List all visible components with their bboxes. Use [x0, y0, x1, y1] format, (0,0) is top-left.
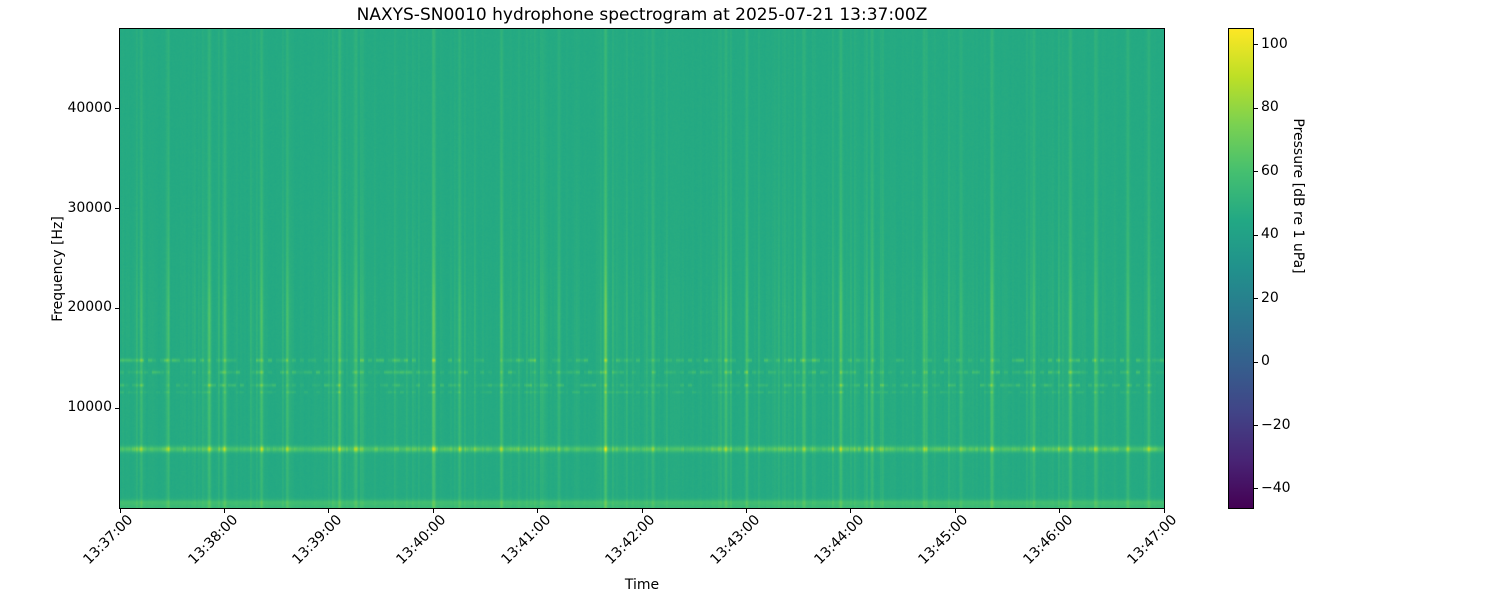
y-tick-label: 20000	[67, 299, 112, 316]
colorbar-tick-label: 20	[1261, 289, 1279, 306]
colorbar	[1228, 28, 1254, 509]
colorbar-tick-mark	[1254, 234, 1258, 236]
y-tick-mark	[115, 307, 119, 309]
y-tick-mark	[115, 407, 119, 409]
x-tick-label: 13:43:00	[706, 512, 763, 568]
colorbar-label: Pressure [dB re 1 uPa]	[1290, 118, 1306, 274]
spectrogram-canvas	[120, 29, 1164, 508]
x-tick-mark	[850, 509, 852, 513]
x-tick-label: 13:46:00	[1020, 512, 1076, 568]
y-tick-mark	[115, 108, 119, 110]
colorbar-tick-mark	[1254, 107, 1258, 109]
x-tick-mark	[432, 509, 434, 513]
x-tick-label: 13:42:00	[602, 512, 659, 568]
x-tick-label: 13:47:00	[1124, 512, 1181, 568]
colorbar-tick-label: 0	[1261, 353, 1270, 370]
y-tick-mark	[115, 208, 119, 210]
x-tick-label: 13:38:00	[184, 512, 241, 568]
colorbar-tick-label: 40	[1261, 226, 1279, 243]
colorbar-tick-mark	[1254, 298, 1258, 300]
y-tick-label: 40000	[67, 99, 112, 116]
x-tick-label: 13:44:00	[811, 512, 868, 568]
y-tick-label: 30000	[67, 199, 112, 216]
x-tick-label: 13:39:00	[289, 512, 346, 568]
colorbar-tick-mark	[1254, 171, 1258, 173]
colorbar-tick-mark	[1254, 425, 1258, 427]
colorbar-tick-label: 100	[1261, 35, 1288, 52]
x-tick-mark	[954, 509, 956, 513]
chart-title: NAXYS-SN0010 hydrophone spectrogram at 2…	[356, 5, 928, 25]
colorbar-tick-label: −40	[1261, 479, 1291, 496]
x-tick-mark	[119, 509, 121, 513]
x-tick-mark	[1059, 509, 1061, 513]
x-tick-label: 13:45:00	[915, 512, 972, 568]
colorbar-tick-label: 60	[1261, 162, 1279, 179]
x-axis-label: Time	[624, 577, 660, 593]
x-tick-mark	[745, 509, 747, 513]
colorbar-tick-label: −20	[1261, 416, 1291, 433]
colorbar-tick-label: 80	[1261, 99, 1279, 116]
x-tick-label: 13:37:00	[80, 512, 137, 568]
colorbar-tick-mark	[1254, 488, 1258, 490]
x-tick-label: 13:40:00	[393, 512, 450, 568]
x-tick-mark	[328, 509, 330, 513]
x-tick-mark	[537, 509, 539, 513]
colorbar-tick-mark	[1254, 361, 1258, 363]
x-tick-label: 13:41:00	[498, 512, 554, 568]
x-tick-mark	[223, 509, 225, 513]
plot-frame	[119, 28, 1165, 509]
y-tick-label: 10000	[67, 399, 112, 416]
colorbar-gradient	[1229, 29, 1253, 508]
colorbar-tick-mark	[1254, 44, 1258, 46]
x-tick-mark	[1163, 509, 1165, 513]
x-tick-mark	[641, 509, 643, 513]
